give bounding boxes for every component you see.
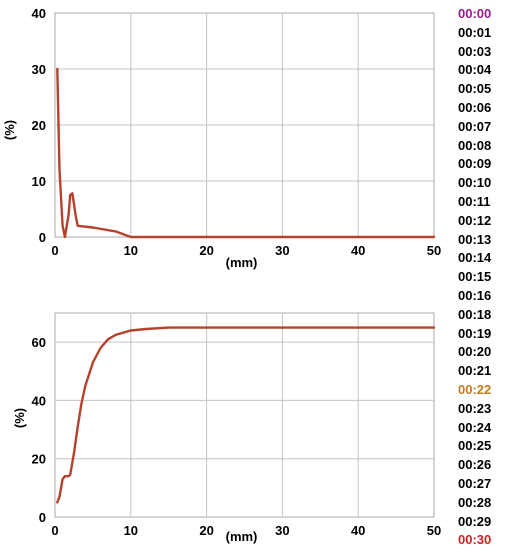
time-label: 00:16	[458, 287, 492, 303]
y-axis-label: (%)	[2, 120, 17, 140]
time-label: 00:18	[458, 306, 492, 322]
time-label: 00:09	[458, 156, 492, 172]
upper-chart: 0 10 20 30 40 50 0 10 20 30 40 (mm) (%)	[2, 6, 441, 270]
x-tick-label: 0	[51, 523, 58, 538]
series-line	[56, 67, 436, 239]
y-tick-label: 0	[39, 510, 46, 525]
time-label: 00:04	[458, 62, 492, 78]
plot-area	[54, 312, 435, 518]
time-label: 00:30	[458, 532, 492, 548]
time-label: 00:08	[458, 137, 492, 153]
y-tick-label: 30	[32, 62, 46, 77]
y-tick-label: 40	[32, 6, 46, 21]
time-label: 00:15	[458, 269, 492, 285]
time-label: 00:25	[458, 438, 492, 454]
time-label: 00:20	[458, 344, 492, 360]
x-tick-label: 10	[124, 243, 138, 258]
x-axis-label: (mm)	[226, 255, 258, 270]
time-label: 00:11	[458, 193, 491, 209]
time-label: 00:13	[458, 231, 492, 247]
x-axis-label: (mm)	[226, 529, 258, 544]
time-label: 00:06	[458, 99, 492, 115]
y-tick-label: 60	[32, 335, 46, 350]
time-label: 00:24	[458, 419, 492, 435]
y-axis-label: (%)	[12, 408, 27, 428]
time-label: 00:00	[458, 6, 492, 21]
time-label: 00:05	[458, 81, 492, 97]
time-label: 00:23	[458, 400, 492, 416]
x-tick-label: 30	[275, 243, 289, 258]
time-label: 00:10	[458, 175, 492, 191]
y-tick-label: 20	[32, 118, 46, 133]
x-tick-label: 40	[351, 523, 365, 538]
time-label: 00:14	[458, 250, 492, 266]
time-label: 00:28	[458, 494, 492, 510]
y-tick-label: 10	[32, 174, 46, 189]
time-label: 00:27	[458, 475, 492, 491]
x-tick-label: 30	[275, 523, 289, 538]
time-label-list: 00:00 00:01 00:03 00:04 00:05 00:06 00:07 00:08…	[458, 5, 508, 550]
x-tick-label: 20	[199, 243, 213, 258]
y-tick-label: 40	[32, 393, 46, 408]
time-label: 00:12	[458, 212, 492, 228]
x-tick-label: 50	[427, 243, 441, 258]
lower-chart: 0 10 20 30 40 50 0 20 40 60 (mm) (%)	[12, 312, 441, 544]
time-label: 00:07	[458, 118, 492, 134]
x-tick-label: 20	[199, 523, 213, 538]
x-tick-label: 10	[124, 523, 138, 538]
x-tick-label: 0	[51, 243, 58, 258]
time-label: 00:03	[458, 43, 492, 59]
time-label: 00:19	[458, 325, 492, 341]
series-line	[56, 326, 436, 504]
time-label: 00:26	[458, 457, 492, 473]
time-label: 00:21	[458, 363, 492, 379]
time-label: 00:29	[458, 513, 492, 529]
time-label: 00:22	[458, 381, 492, 397]
x-tick-label: 50	[427, 523, 441, 538]
time-label: 00:01	[458, 24, 492, 40]
x-tick-label: 40	[351, 243, 365, 258]
y-tick-label: 0	[39, 230, 46, 245]
y-tick-label: 20	[32, 452, 46, 467]
